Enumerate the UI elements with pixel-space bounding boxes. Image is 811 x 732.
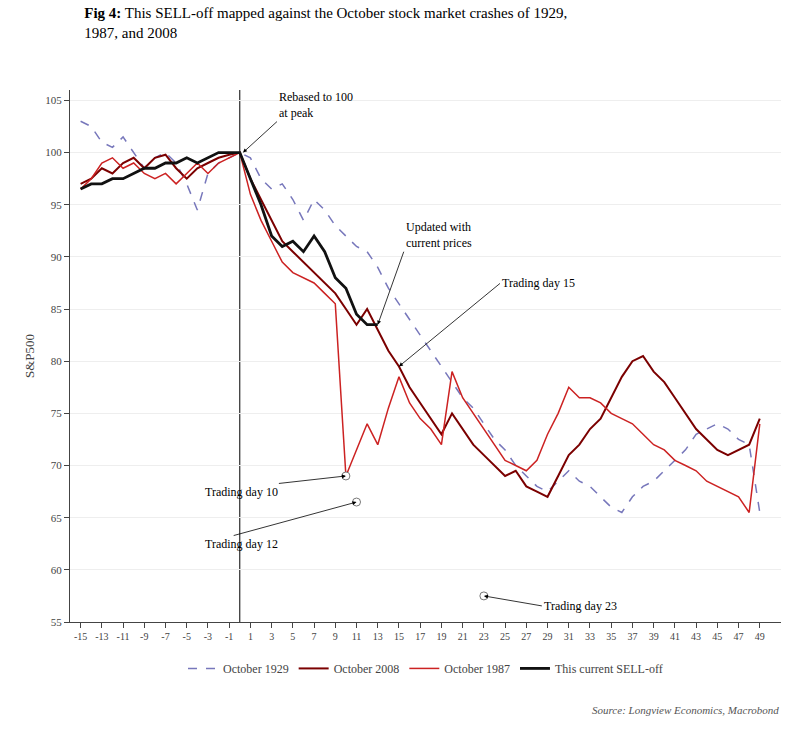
svg-text:11: 11 [352,631,362,642]
svg-text:-5: -5 [183,631,191,642]
svg-text:This current SELL-off: This current SELL-off [555,662,663,676]
svg-text:Trading day 15: Trading day 15 [502,276,575,290]
svg-text:95: 95 [51,199,63,211]
svg-text:100: 100 [45,146,62,158]
svg-text:27: 27 [521,631,531,642]
svg-text:Updated withcurrent prices: Updated withcurrent prices [406,220,472,250]
svg-text:19: 19 [436,631,446,642]
svg-text:43: 43 [691,631,701,642]
svg-text:25: 25 [500,631,510,642]
svg-text:37: 37 [627,631,637,642]
svg-text:1: 1 [248,631,253,642]
svg-text:S&P500: S&P500 [22,334,37,378]
svg-text:85: 85 [51,303,63,315]
svg-text:Trading day 10: Trading day 10 [205,485,278,499]
svg-text:13: 13 [373,631,383,642]
svg-text:October 1929: October 1929 [223,662,289,676]
svg-text:Source: Longview Economics, Ma: Source: Longview Economics, Macrobond [592,704,779,716]
svg-text:90: 90 [51,251,63,263]
svg-text:-9: -9 [140,631,148,642]
svg-text:65: 65 [51,512,63,524]
svg-text:55: 55 [51,616,63,628]
svg-text:7: 7 [312,631,317,642]
svg-text:-13: -13 [95,631,108,642]
svg-text:October 2008: October 2008 [334,662,400,676]
svg-text:Rebased to 100at peak: Rebased to 100at peak [279,90,353,120]
svg-text:Trading day 23: Trading day 23 [544,599,617,613]
svg-text:Trading day 12: Trading day 12 [205,537,278,551]
svg-text:-7: -7 [161,631,169,642]
svg-text:Fig 4: This SELL-off mapped ag: Fig 4: This SELL-off mapped against the … [84,5,567,41]
svg-text:-3: -3 [204,631,212,642]
svg-text:5: 5 [290,631,295,642]
svg-text:47: 47 [734,631,744,642]
svg-text:33: 33 [585,631,595,642]
svg-text:-15: -15 [74,631,87,642]
svg-text:23: 23 [479,631,489,642]
svg-text:60: 60 [51,564,63,576]
svg-text:3: 3 [269,631,274,642]
svg-text:21: 21 [458,631,468,642]
svg-text:39: 39 [649,631,659,642]
svg-text:9: 9 [333,631,338,642]
svg-text:31: 31 [564,631,574,642]
svg-text:49: 49 [755,631,765,642]
svg-text:October 1987: October 1987 [444,662,510,676]
svg-text:-1: -1 [225,631,233,642]
svg-text:80: 80 [51,355,63,367]
svg-text:41: 41 [670,631,680,642]
svg-text:-11: -11 [117,631,130,642]
svg-text:70: 70 [51,459,63,471]
svg-text:15: 15 [394,631,404,642]
svg-text:29: 29 [543,631,553,642]
svg-text:45: 45 [712,631,722,642]
svg-text:17: 17 [415,631,425,642]
svg-text:105: 105 [45,94,62,106]
svg-text:75: 75 [51,407,63,419]
svg-text:35: 35 [606,631,616,642]
